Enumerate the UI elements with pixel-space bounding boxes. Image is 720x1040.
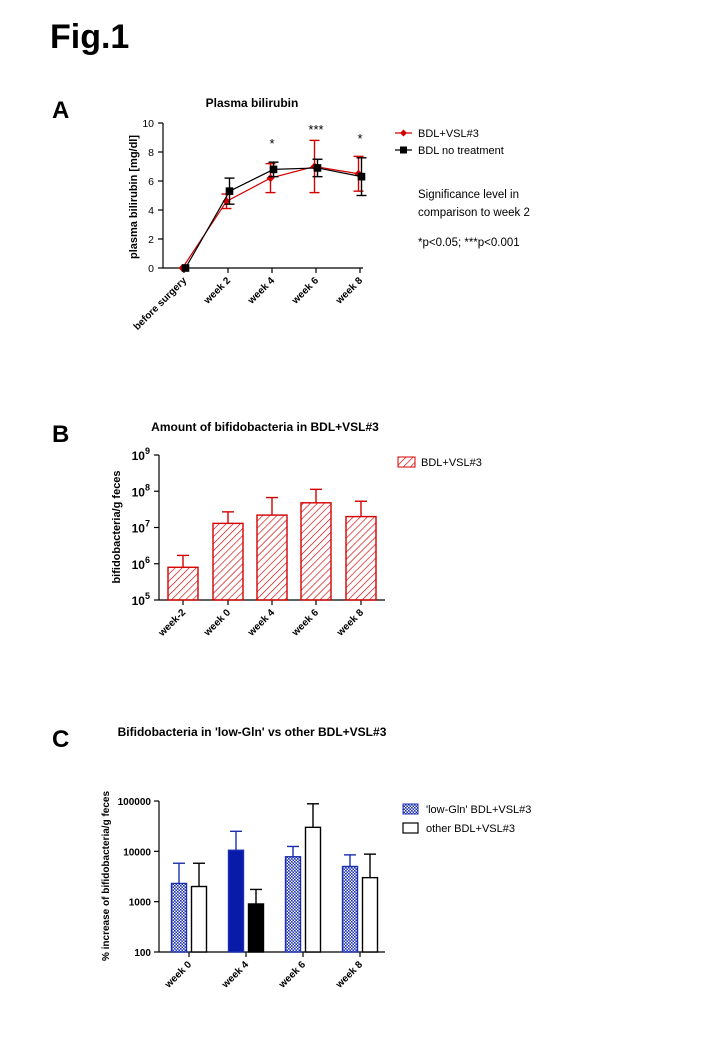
legend-label-low-gln: 'low-Gln' BDL+VSL#3 xyxy=(426,804,531,816)
legend-label-other: other BDL+VSL#3 xyxy=(426,823,515,835)
panel-a: A Plasma bilirubin plasma bilirubin [mg/… xyxy=(52,96,530,333)
note-line-4: *p<0.05; ***p<0.001 xyxy=(418,237,520,249)
y-tick-label-b-0: 105 xyxy=(132,591,150,608)
y-tick-label-b-4: 109 xyxy=(132,446,150,463)
note-line-1: Significance level in xyxy=(418,189,519,201)
panel-label-c: C xyxy=(52,726,69,753)
x-tick-label-b-week-2: week-2 xyxy=(156,607,188,639)
y-tick-base-b-3: 10 xyxy=(132,485,146,499)
bar-week-6 xyxy=(300,502,332,601)
x-tick-label-a-week-8: week 8 xyxy=(333,275,365,307)
legend-marker-bdl-vsl3 xyxy=(400,129,407,137)
y-tick-label-a-2: 4 xyxy=(148,205,154,217)
legend-swatch-other xyxy=(402,822,419,834)
x-tick-label-c-week-4: week 4 xyxy=(219,959,251,991)
y-tick-label-a-1: 2 xyxy=(148,234,154,246)
y-tick-label-c-3: 100000 xyxy=(118,797,152,808)
y-tick-exponent-b-1: 6 xyxy=(145,555,150,565)
bar-week-2 xyxy=(167,566,199,601)
data-point-bdl-no-treatment-0 xyxy=(181,264,190,272)
bar-week-8 xyxy=(345,515,377,601)
legend-label-bdl-no-treatment: BDL no treatment xyxy=(418,145,504,157)
x-tick-label-b-week-8: week 8 xyxy=(334,607,366,639)
figure-title: Fig.1 xyxy=(50,18,129,56)
y-tick-label-c-1: 1000 xyxy=(129,898,152,909)
significance-note: Significance level in comparison to week… xyxy=(418,189,530,249)
y-tick-base-b-1: 10 xyxy=(132,558,146,572)
x-tick-label-c-week-8: week 8 xyxy=(333,959,365,991)
chart-title-b: Amount of bifidobacteria in BDL+VSL#3 xyxy=(151,420,379,434)
legend-label-bdl-vsl3-b: BDL+VSL#3 xyxy=(421,457,482,469)
bar-low-gln-bdl-vsl-3-week-6 xyxy=(284,856,302,953)
y-tick-label-c-0: 100 xyxy=(134,948,151,959)
panel-label-b: B xyxy=(52,421,69,448)
data-point-bdl-no-treatment-2 xyxy=(269,165,278,174)
y-tick-base-b-4: 10 xyxy=(132,449,146,463)
significance-marker-4: * xyxy=(357,131,362,146)
legend-b: BDL+VSL#3 xyxy=(397,456,482,469)
y-tick-label-b-2: 107 xyxy=(132,519,150,536)
note-line-2: comparison to week 2 xyxy=(418,207,530,219)
y-tick-exponent-b-4: 9 xyxy=(145,446,150,456)
y-axis-label-c: % increase of bifidobacteria/g feces xyxy=(101,791,112,961)
x-tick-label-b-week-0: week 0 xyxy=(201,607,233,639)
x-tick-label-c-week-0: week 0 xyxy=(162,959,194,991)
y-tick-exponent-b-3: 8 xyxy=(145,482,150,492)
x-tick-label-a-week-6: week 6 xyxy=(289,275,321,307)
significance-marker-3: *** xyxy=(308,122,323,137)
series-line-bdl-no-treatment xyxy=(184,167,362,269)
bar-low-gln-bdl-vsl-3-week-8 xyxy=(341,865,359,953)
data-point-bdl-no-treatment-1 xyxy=(225,187,234,195)
y-tick-label-c-2: 10000 xyxy=(123,847,151,858)
legend-swatch-low-gln xyxy=(402,803,419,815)
y-axis-label-a: plasma bilirubin [mg/dl] xyxy=(128,135,140,259)
y-axis-label-b: bifidobacteria/g feces xyxy=(111,470,123,583)
data-point-bdl-no-treatment-3 xyxy=(313,164,322,172)
y-tick-label-a-5: 10 xyxy=(142,118,154,130)
bar-other-bdl-vsl-3-week-8 xyxy=(361,876,379,953)
y-tick-label-b-1: 106 xyxy=(132,555,150,572)
y-tick-label-a-3: 6 xyxy=(148,176,154,188)
bar-other-bdl-vsl-3-week-6 xyxy=(304,826,322,953)
x-tick-label-a-week-2: week 2 xyxy=(201,275,233,307)
x-tick-label-a-before-surgery: before surgery xyxy=(132,275,190,333)
bar-week-4 xyxy=(256,514,288,601)
data-point-bdl-no-treatment-4 xyxy=(357,172,366,181)
y-tick-base-b-0: 10 xyxy=(132,594,146,608)
significance-marker-2: * xyxy=(269,136,274,151)
y-tick-exponent-b-2: 7 xyxy=(145,519,150,529)
bar-week-0 xyxy=(212,522,244,601)
bar-low-gln-bdl-vsl-3-week-0 xyxy=(170,882,188,953)
legend-marker-bdl-no-treatment xyxy=(400,146,407,154)
legend-a: BDL+VSL#3 BDL no treatment xyxy=(395,128,504,157)
legend-label-bdl-vsl3: BDL+VSL#3 xyxy=(418,128,479,140)
x-tick-label-a-week-4: week 4 xyxy=(245,275,277,307)
legend-swatch-bdl-vsl3 xyxy=(397,456,416,468)
y-tick-exponent-b-0: 5 xyxy=(145,591,150,601)
chart-title-c: Bifidobacteria in 'low-Gln' vs other BDL… xyxy=(118,725,387,739)
y-tick-label-b-3: 108 xyxy=(132,482,150,499)
x-tick-label-b-week-4: week 4 xyxy=(245,607,277,639)
legend-c: 'low-Gln' BDL+VSL#3 other BDL+VSL#3 xyxy=(402,803,531,835)
y-tick-base-b-2: 10 xyxy=(132,522,146,536)
panel-label-a: A xyxy=(52,97,69,124)
chart-title-a: Plasma bilirubin xyxy=(206,96,299,110)
bar-low-gln-bdl-vsl-3-week-4 xyxy=(227,849,245,953)
panel-c: C Bifidobacteria in 'low-Gln' vs other B… xyxy=(52,725,531,991)
x-tick-label-c-week-6: week 6 xyxy=(276,959,308,991)
bar-other-bdl-vsl-3-week-0 xyxy=(190,885,208,953)
y-tick-label-a-0: 0 xyxy=(148,263,154,275)
panel-b: B Amount of bifidobacteria in BDL+VSL#3 … xyxy=(52,420,482,639)
x-tick-label-b-week-6: week 6 xyxy=(289,607,321,639)
bar-other-bdl-vsl-3-week-4 xyxy=(247,903,265,953)
y-tick-label-a-4: 8 xyxy=(148,147,154,159)
